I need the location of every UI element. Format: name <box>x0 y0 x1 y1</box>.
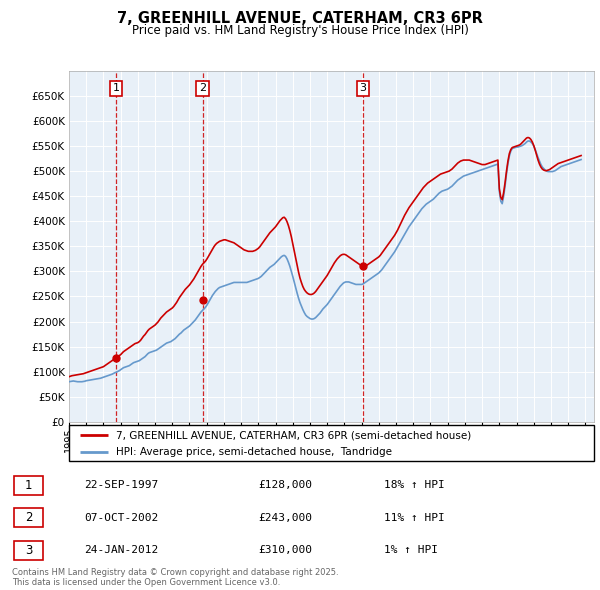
Text: 3: 3 <box>359 83 367 93</box>
Text: £243,000: £243,000 <box>258 513 312 523</box>
FancyBboxPatch shape <box>14 508 43 527</box>
Text: Contains HM Land Registry data © Crown copyright and database right 2025.
This d: Contains HM Land Registry data © Crown c… <box>12 568 338 587</box>
Text: HPI: Average price, semi-detached house,  Tandridge: HPI: Average price, semi-detached house,… <box>116 447 392 457</box>
Text: 07-OCT-2002: 07-OCT-2002 <box>84 513 158 523</box>
Text: 3: 3 <box>25 543 32 557</box>
FancyBboxPatch shape <box>14 540 43 560</box>
Text: £128,000: £128,000 <box>258 480 312 490</box>
Text: Price paid vs. HM Land Registry's House Price Index (HPI): Price paid vs. HM Land Registry's House … <box>131 24 469 37</box>
Text: 22-SEP-1997: 22-SEP-1997 <box>84 480 158 490</box>
Text: 18% ↑ HPI: 18% ↑ HPI <box>384 480 445 490</box>
Text: £310,000: £310,000 <box>258 545 312 555</box>
FancyBboxPatch shape <box>69 425 594 461</box>
Text: 2: 2 <box>25 511 32 525</box>
Text: 1: 1 <box>112 83 119 93</box>
Text: 7, GREENHILL AVENUE, CATERHAM, CR3 6PR (semi-detached house): 7, GREENHILL AVENUE, CATERHAM, CR3 6PR (… <box>116 430 472 440</box>
Text: 11% ↑ HPI: 11% ↑ HPI <box>384 513 445 523</box>
Text: 2: 2 <box>199 83 206 93</box>
Text: 7, GREENHILL AVENUE, CATERHAM, CR3 6PR: 7, GREENHILL AVENUE, CATERHAM, CR3 6PR <box>117 11 483 25</box>
Text: 1: 1 <box>25 478 32 492</box>
FancyBboxPatch shape <box>14 476 43 495</box>
Text: 24-JAN-2012: 24-JAN-2012 <box>84 545 158 555</box>
Text: 1% ↑ HPI: 1% ↑ HPI <box>384 545 438 555</box>
